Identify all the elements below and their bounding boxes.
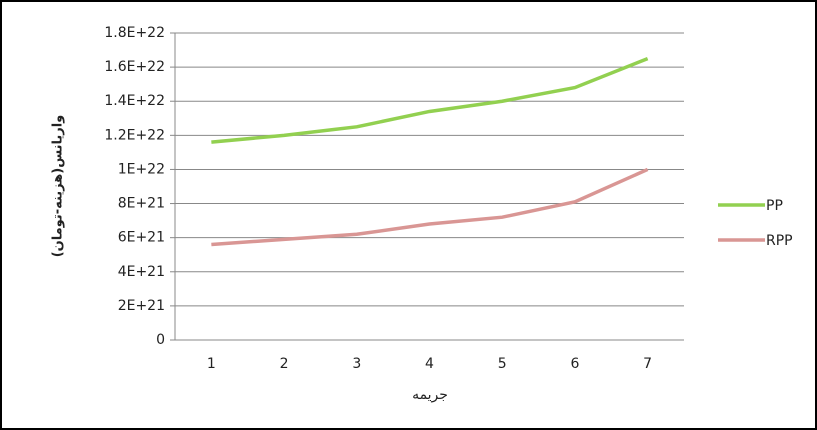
y-tick-label: 4E+21: [118, 264, 165, 280]
x-axis-title: جریمه: [412, 387, 448, 403]
x-tick-label: 4: [425, 356, 434, 372]
x-tick-label: 6: [570, 356, 579, 372]
y-tick-label: 1.8E+22: [104, 25, 165, 41]
y-tick-label: 1E+22: [118, 161, 165, 177]
x-tick-label: 1: [207, 356, 216, 372]
y-tick-label: 0: [156, 332, 165, 348]
y-tick-label: 1.4E+22: [104, 93, 165, 109]
y-tick-label: 8E+21: [118, 196, 165, 212]
x-tick-label: 2: [280, 356, 289, 372]
x-tick-label: 5: [498, 356, 507, 372]
chart: جریمه واریانس(هزینه-تومان) 0 2E+21 4E+21 6E…: [0, 0, 817, 430]
x-tick-label: 3: [352, 356, 361, 372]
y-tick-label: 2E+21: [118, 298, 165, 314]
y-axis-title: واریانس(هزینه-تومان): [51, 115, 66, 258]
legend-label: PP: [766, 198, 783, 214]
y-tick-label: 6E+21: [118, 230, 165, 246]
x-tick-label: 7: [643, 356, 652, 372]
y-tick-label: 1.2E+22: [104, 127, 165, 143]
legend-label: RPP: [766, 233, 793, 249]
y-tick-label: 1.6E+22: [104, 59, 165, 75]
